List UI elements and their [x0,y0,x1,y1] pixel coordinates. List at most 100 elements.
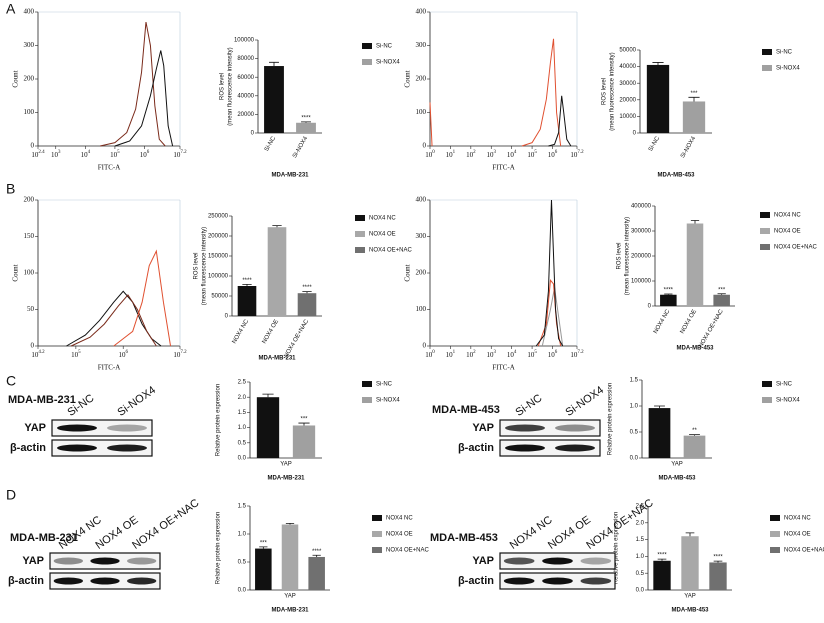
histogram-line [113,249,172,347]
legend-label: NOX4 NC [784,516,811,522]
x-tick-label: 101 [446,150,456,158]
y-tick-label: 2.5 [636,504,645,510]
y-tick-label: 100 [416,108,427,116]
x-tick-power: 4.2 [38,350,45,355]
x-axis-label: FITC-A [98,364,121,372]
x-tick-power: 2.4 [38,150,45,155]
row-label: YAP [24,422,46,434]
y-tick-label: 400 [24,8,35,16]
panel-letter: B [6,181,15,197]
error-bar [690,220,700,224]
bar-label: NOX4 NC [653,308,672,335]
x-tick-power: 4 [88,150,91,155]
y-tick-label: 400000 [631,204,652,210]
x-tick-label: 107.2 [173,350,187,358]
y-tick-label: 10000 [619,114,636,120]
y-tick-label: 400 [416,8,427,16]
x-tick-power: 1 [453,150,456,155]
legend-label: NOX4 NC [386,516,413,522]
x-tick-label: 106 [548,350,558,358]
blot-band [57,444,97,452]
y-tick-label: 0 [31,142,35,150]
legend-label: NOX4 OE+NAC [369,248,413,254]
histogram-line [535,199,564,347]
y-tick-label: 0 [423,342,427,350]
y-axis-label: Count [404,70,412,87]
significance: **** [664,288,674,294]
significance: **** [302,285,312,291]
y-tick-label: 300 [416,232,427,240]
x-tick-power: 4 [514,150,517,155]
blot-frame [499,439,601,457]
x-tick-label: 106 [140,150,150,158]
legend-swatch [762,397,772,403]
x-tick-power: 0 [432,350,435,355]
x-tick-power: 7.2 [180,350,187,355]
blot-band [127,557,157,565]
histogram-line [541,287,564,347]
blot-band [580,577,612,585]
row-label: β-actin [458,575,494,587]
legend-swatch [362,397,372,403]
y-tick-label: 200000 [631,254,652,260]
x-tick-base: 10 [507,151,515,159]
bar [681,536,699,590]
histogram-line [429,38,562,147]
bar-label: Si-NOX4 [680,135,697,159]
x-tick-label: YAP [684,594,696,600]
bar [683,435,706,458]
x-axis-label: FITC-A [492,164,515,172]
significance: *** [300,417,308,423]
error-bar [652,62,664,65]
legend-swatch [762,65,772,71]
blot-frame [51,439,153,457]
x-tick-label: 107.2 [173,150,187,158]
y-tick-label: 80000 [237,56,254,62]
y-tick-label: 0 [31,342,35,350]
blot-band [90,577,120,585]
x-tick-base: 10 [548,151,556,159]
legend-label: Si-NC [376,382,393,388]
y-tick-label: 0.5 [630,430,639,436]
y-tick-label: 50000 [619,48,636,54]
y-tick-label: 150 [24,232,35,240]
error-bar [259,546,268,549]
y-tick-label: 20000 [237,112,254,118]
error-bar [262,393,274,398]
bar [237,286,257,316]
significance: *** [718,287,726,293]
legend-label: NOX4 NC [774,213,801,219]
legend-label: NOX4 OE [369,232,396,238]
y-tick-label: 200000 [208,234,229,240]
legend-swatch [372,515,382,521]
bar-label: NOX4 NC [232,318,251,345]
bar [653,560,671,590]
x-tick-label: 101 [446,350,456,358]
y-tick-label: 100000 [631,279,652,285]
error-bar [272,225,282,228]
x-axis-label: MDA-MB-231 [258,356,296,362]
y-axis-label: Count [404,264,412,281]
y-tick-label: 2.0 [636,520,645,526]
legend-label: NOX4 OE [386,532,413,538]
bar [292,425,316,458]
legend-swatch [355,231,365,237]
y-tick-label: 1.5 [636,537,645,543]
x-tick-power: 5 [117,150,120,155]
bar [686,223,704,306]
y-tick-label: 100 [416,305,427,313]
legend-label: NOX4 OE [774,229,801,235]
x-tick-power: 6 [555,150,558,155]
x-tick-base: 10 [507,351,515,359]
y-tick-label: 2.5 [238,380,247,386]
x-tick-label: 104.2 [31,350,45,358]
y-axis-label: ROS level [602,78,608,105]
x-tick-power: 1 [453,350,456,355]
blot-band [53,577,83,585]
bar-label: Si-NOX4 [292,135,309,159]
legend-swatch [760,212,770,218]
y-tick-label: 50 [27,305,35,313]
legend-swatch [362,43,372,49]
error-bar [302,291,312,294]
significance: *** [690,91,698,97]
